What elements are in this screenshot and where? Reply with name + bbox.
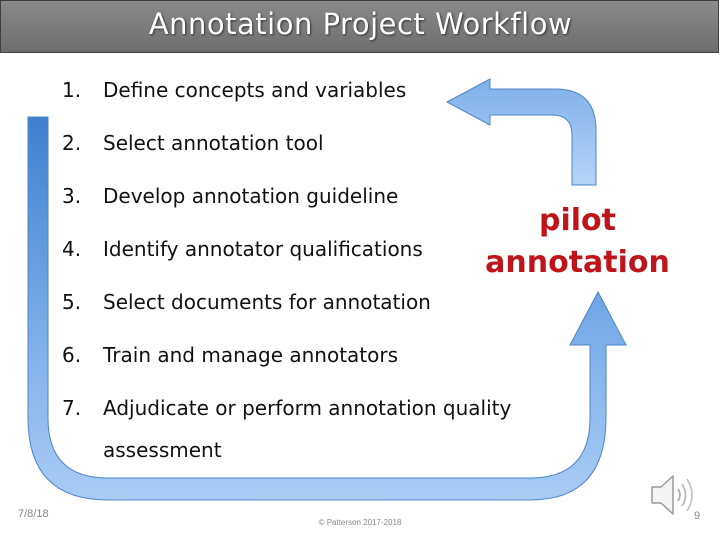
footer-copyright: © Patterson 2017-2018 xyxy=(318,518,402,527)
page-number: 9 xyxy=(694,510,701,522)
step-text: Define concepts and variables xyxy=(103,78,407,102)
step-text: Select annotation tool xyxy=(103,131,324,155)
title-bar: Annotation Project Workflow xyxy=(0,0,719,53)
step-text: Identify annotator qualifications xyxy=(103,237,423,261)
step-number: 3. xyxy=(62,184,82,208)
step-number: 4. xyxy=(62,237,82,261)
slide-title: Annotation Project Workflow xyxy=(148,7,573,41)
step-text: Develop annotation guideline xyxy=(103,184,399,208)
step-text: Adjudicate or perform annotation quality xyxy=(103,396,512,420)
step-number: 2. xyxy=(62,131,82,155)
step-text: Train and manage annotators xyxy=(103,343,399,367)
step-number: 6. xyxy=(62,343,82,367)
return-arrow xyxy=(445,78,597,186)
step-number: 5. xyxy=(62,290,82,314)
pilot-annotation-callout: pilot annotation xyxy=(470,200,685,284)
step-number: 7. xyxy=(62,396,82,420)
step-number: 1. xyxy=(62,78,82,102)
footer-date: 7/8/18 xyxy=(18,508,49,520)
step-text: Select documents for annotation xyxy=(103,290,431,314)
speaker-icon[interactable] xyxy=(648,470,704,520)
callout-line-1: pilot xyxy=(539,203,616,238)
callout-line-2: annotation xyxy=(485,245,670,280)
cycle-arrow xyxy=(27,116,627,501)
step-text-continuation: assessment xyxy=(103,438,222,462)
